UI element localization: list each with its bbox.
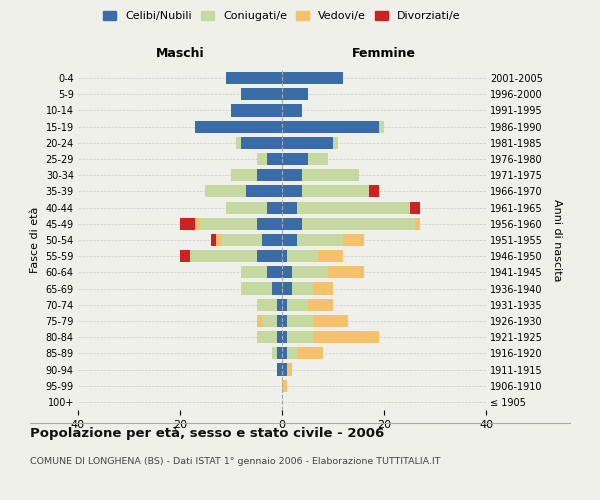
Bar <box>282 315 287 327</box>
Bar <box>277 315 282 327</box>
Bar <box>277 331 282 343</box>
Bar <box>282 250 287 262</box>
Bar <box>282 72 343 84</box>
Bar <box>282 298 287 311</box>
Bar <box>257 153 267 165</box>
Bar <box>277 364 282 376</box>
Bar <box>277 298 282 311</box>
Bar <box>262 234 282 246</box>
Bar <box>343 234 364 246</box>
Bar <box>267 153 282 165</box>
Bar <box>282 331 287 343</box>
Bar <box>298 234 343 246</box>
Bar <box>257 331 277 343</box>
Bar <box>257 169 282 181</box>
Text: Maschi: Maschi <box>155 47 205 60</box>
Bar <box>241 266 267 278</box>
Bar <box>282 120 379 132</box>
Bar <box>277 348 282 360</box>
Bar <box>292 282 313 294</box>
Bar <box>298 202 410 213</box>
Bar <box>318 250 343 262</box>
Bar <box>282 202 298 213</box>
Bar <box>196 120 282 132</box>
Bar <box>415 218 420 230</box>
Bar <box>231 169 257 181</box>
Bar <box>206 186 247 198</box>
Bar <box>180 250 190 262</box>
Bar <box>282 380 287 392</box>
Legend: Celibi/Nubili, Coniugati/e, Vedovi/e, Divorziati/e: Celibi/Nubili, Coniugati/e, Vedovi/e, Di… <box>103 10 461 21</box>
Bar <box>241 282 272 294</box>
Bar <box>298 348 323 360</box>
Bar <box>267 266 282 278</box>
Bar <box>180 218 196 230</box>
Bar <box>308 298 333 311</box>
Bar <box>196 218 200 230</box>
Bar <box>379 120 384 132</box>
Bar <box>211 234 216 246</box>
Bar <box>282 169 302 181</box>
Bar <box>287 331 313 343</box>
Bar <box>302 186 369 198</box>
Bar <box>333 137 338 149</box>
Bar <box>221 234 262 246</box>
Bar <box>200 218 257 230</box>
Bar <box>216 234 221 246</box>
Bar <box>236 137 241 149</box>
Bar <box>282 153 308 165</box>
Bar <box>247 186 282 198</box>
Bar <box>302 218 415 230</box>
Bar <box>267 202 282 213</box>
Bar <box>241 88 282 101</box>
Y-axis label: Fasce di età: Fasce di età <box>30 207 40 273</box>
Bar <box>226 72 282 84</box>
Bar <box>257 315 262 327</box>
Bar <box>282 186 302 198</box>
Text: Femmine: Femmine <box>352 47 416 60</box>
Bar <box>257 218 282 230</box>
Bar <box>282 364 287 376</box>
Bar <box>241 137 282 149</box>
Y-axis label: Anni di nascita: Anni di nascita <box>553 198 562 281</box>
Bar <box>272 282 282 294</box>
Text: COMUNE DI LONGHENA (BS) - Dati ISTAT 1° gennaio 2006 - Elaborazione TUTTITALIA.I: COMUNE DI LONGHENA (BS) - Dati ISTAT 1° … <box>30 458 440 466</box>
Bar <box>282 234 298 246</box>
Bar <box>292 266 328 278</box>
Bar <box>257 250 282 262</box>
Bar <box>308 153 328 165</box>
Bar <box>287 298 308 311</box>
Bar <box>190 250 257 262</box>
Bar <box>262 315 277 327</box>
Bar <box>302 169 359 181</box>
Bar <box>328 266 364 278</box>
Bar <box>282 104 302 117</box>
Bar <box>287 315 313 327</box>
Bar <box>231 104 282 117</box>
Bar <box>410 202 420 213</box>
Bar <box>226 202 267 213</box>
Bar <box>287 364 292 376</box>
Bar <box>282 282 292 294</box>
Bar <box>282 218 302 230</box>
Bar <box>282 88 308 101</box>
Bar <box>272 348 277 360</box>
Bar <box>257 298 277 311</box>
Bar <box>313 331 379 343</box>
Bar <box>282 137 333 149</box>
Bar <box>313 315 349 327</box>
Bar <box>287 250 318 262</box>
Text: Popolazione per età, sesso e stato civile - 2006: Popolazione per età, sesso e stato civil… <box>30 428 384 440</box>
Bar <box>369 186 379 198</box>
Bar <box>282 266 292 278</box>
Bar <box>313 282 333 294</box>
Bar <box>282 348 287 360</box>
Bar <box>287 348 298 360</box>
